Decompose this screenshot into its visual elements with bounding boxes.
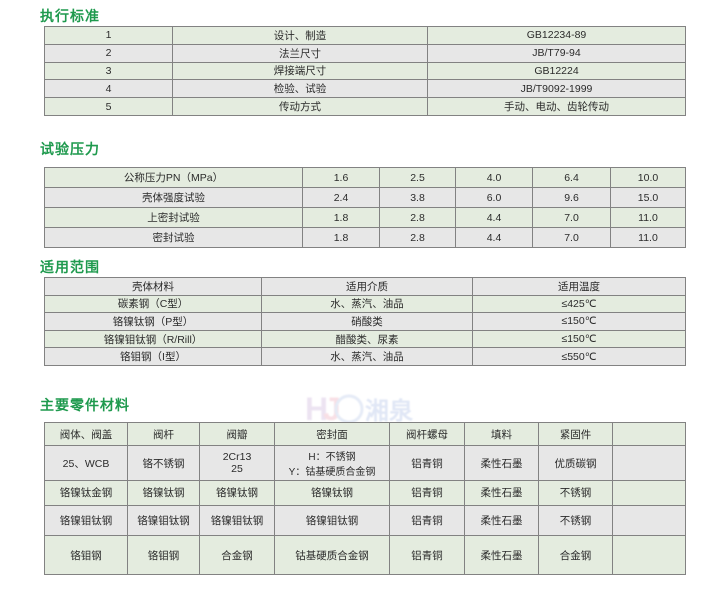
svg-text:湘泉: 湘泉 bbox=[365, 397, 414, 425]
